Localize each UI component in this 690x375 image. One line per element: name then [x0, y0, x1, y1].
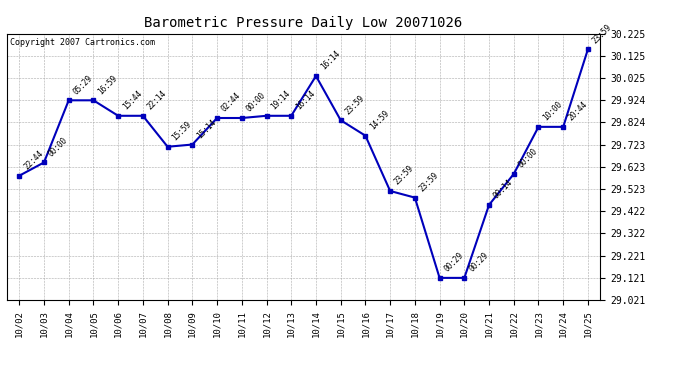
Text: 19:14: 19:14 [269, 89, 292, 112]
Text: 15:59: 15:59 [170, 120, 193, 142]
Text: Copyright 2007 Cartronics.com: Copyright 2007 Cartronics.com [10, 38, 155, 47]
Text: 00:00: 00:00 [244, 91, 267, 114]
Text: 23:59: 23:59 [417, 171, 440, 194]
Text: 00:29: 00:29 [442, 251, 465, 274]
Text: 23:59: 23:59 [591, 22, 613, 45]
Text: 00:29: 00:29 [467, 251, 490, 274]
Text: 20:44: 20:44 [566, 100, 589, 123]
Text: 23:59: 23:59 [393, 164, 415, 187]
Text: 22:14: 22:14 [146, 89, 168, 112]
Text: 23:59: 23:59 [344, 93, 366, 116]
Text: 16:14: 16:14 [294, 89, 317, 112]
Text: 00:00: 00:00 [517, 147, 540, 170]
Text: 22:44: 22:44 [22, 149, 45, 171]
Text: 14:59: 14:59 [368, 109, 391, 132]
Text: 15:14: 15:14 [195, 118, 218, 140]
Text: 15:44: 15:44 [121, 89, 144, 112]
Text: 10:00: 10:00 [541, 100, 564, 123]
Text: 00:00: 00:00 [47, 136, 70, 158]
Text: 05:29: 05:29 [72, 74, 95, 96]
Text: 16:59: 16:59 [96, 74, 119, 96]
Text: 00:14: 00:14 [492, 178, 515, 201]
Title: Barometric Pressure Daily Low 20071026: Barometric Pressure Daily Low 20071026 [144, 16, 463, 30]
Text: 02:44: 02:44 [220, 91, 243, 114]
Text: 16:14: 16:14 [319, 49, 342, 72]
